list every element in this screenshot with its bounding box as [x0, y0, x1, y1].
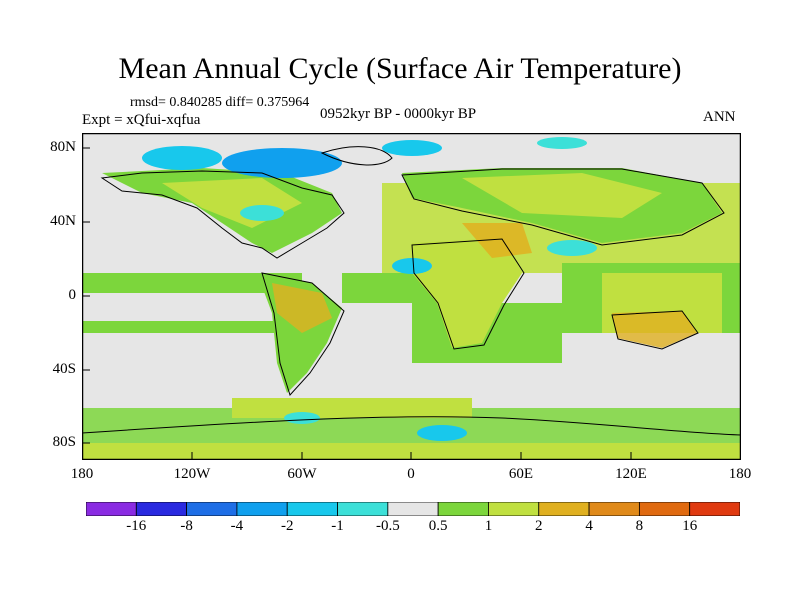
season-label: ANN [703, 109, 736, 125]
colorbar-swatch [588, 502, 640, 516]
lon-label-120e: 120E [615, 466, 647, 482]
colorbar-label: -2 [280, 518, 294, 534]
experiment-label: Expt = xQfui-xqfua [82, 112, 201, 128]
lon-label-0: 0 [407, 466, 415, 482]
lat-label-40n: 40N [50, 213, 76, 229]
colorbar-label: -1 [331, 518, 344, 534]
colorbar-swatch [337, 502, 389, 516]
coastlines [82, 146, 741, 436]
colorbar-label: 1 [484, 518, 493, 534]
colorbar-swatch [387, 502, 439, 516]
colorbar-swatch [437, 502, 489, 516]
colorbar-swatch [488, 502, 540, 516]
figure-title: Mean Annual Cycle (Surface Air Temperatu… [118, 52, 682, 85]
lon-label-180e: 180 [728, 466, 752, 482]
colorbar-swatch [236, 502, 288, 516]
lat-label-80s: 80S [52, 434, 76, 450]
temperature-anomaly-map [82, 133, 741, 460]
colorbar-label: 4 [585, 518, 593, 534]
colorbar-swatch [638, 502, 691, 516]
time-period-label: 0952kyr BP - 0000kyr BP [320, 106, 477, 122]
lon-label-60e: 60E [508, 466, 534, 482]
map-ticks [82, 147, 632, 460]
lat-label-0: 0 [68, 287, 77, 303]
colorbar-swatch [286, 502, 338, 516]
colorbar [86, 502, 740, 516]
colorbar-label: -4 [230, 518, 244, 534]
colorbar-label: -0.5 [375, 518, 400, 534]
rmsd-diff-stats: rmsd= 0.840285 diff= 0.375964 [130, 95, 310, 110]
colorbar-label: 16 [682, 518, 698, 534]
colorbar-swatch [538, 502, 590, 516]
colorbar-label: -8 [180, 518, 193, 534]
colorbar-swatch [86, 502, 137, 516]
lat-label-80n: 80N [50, 139, 76, 155]
lat-label-40s: 40S [52, 361, 76, 377]
colorbar-label: 8 [635, 518, 644, 534]
colorbar-swatch [689, 502, 740, 516]
colorbar-label: -16 [126, 518, 147, 534]
colorbar-label: 2 [535, 518, 543, 534]
lon-label-120w: 120W [173, 466, 211, 482]
colorbar-swatch [135, 502, 188, 516]
lon-label-180w: 180 [70, 466, 94, 482]
colorbar-label: 0.5 [428, 518, 448, 534]
colorbar-swatch [186, 502, 238, 516]
lon-label-60w: 60W [287, 466, 317, 482]
